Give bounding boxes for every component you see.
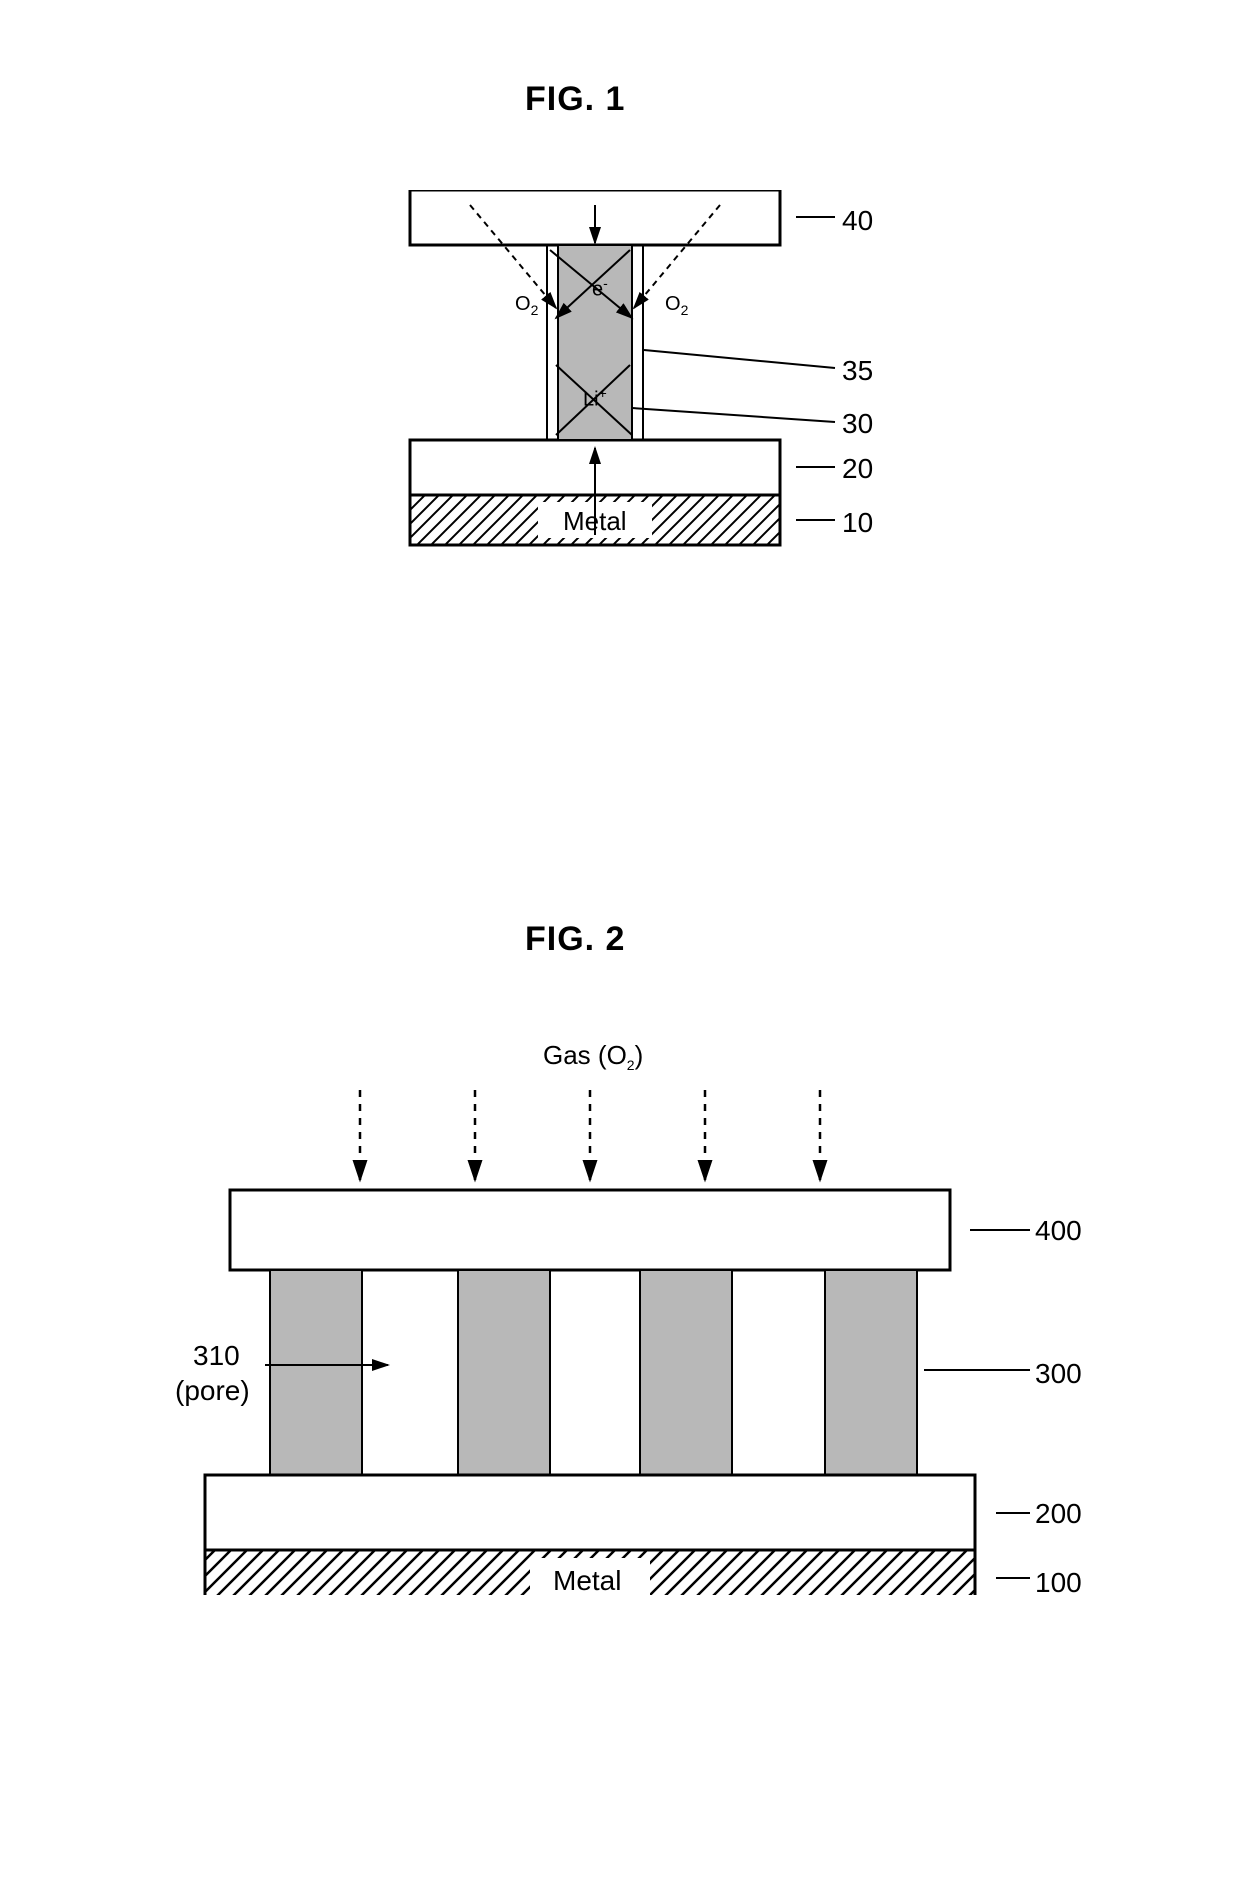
fig1-label-40: 40: [842, 205, 873, 237]
fig1-o2-right: O2: [665, 293, 688, 318]
fig1-e-minus: e-: [592, 275, 608, 302]
fig1-label-30: 30: [842, 408, 873, 440]
fig1-diagram: [380, 190, 880, 660]
fig2-metal-text: Metal: [553, 1565, 621, 1597]
fig1-li-plus: Li+: [583, 385, 607, 412]
fig1-o2-left: O2: [515, 293, 538, 318]
page: FIG. 1: [0, 0, 1240, 1904]
fig2-diagram: [170, 1035, 1100, 1595]
fig1-label-20: 20: [842, 453, 873, 485]
fig1-metal-text: Metal: [563, 506, 627, 537]
fig1-title: FIG. 1: [525, 80, 625, 119]
fig2-pore-label: 310: [193, 1340, 240, 1372]
fig2-title: FIG. 2: [525, 920, 625, 959]
fig2-label-400: 400: [1035, 1215, 1082, 1247]
fig2-label-300: 300: [1035, 1358, 1082, 1390]
fig1-label-35: 35: [842, 355, 873, 387]
fig2-label-100: 100: [1035, 1567, 1082, 1599]
fig2-label-200: 200: [1035, 1498, 1082, 1530]
fig1-label-10: 10: [842, 507, 873, 539]
fig2-pore-sublabel: (pore): [175, 1375, 250, 1407]
